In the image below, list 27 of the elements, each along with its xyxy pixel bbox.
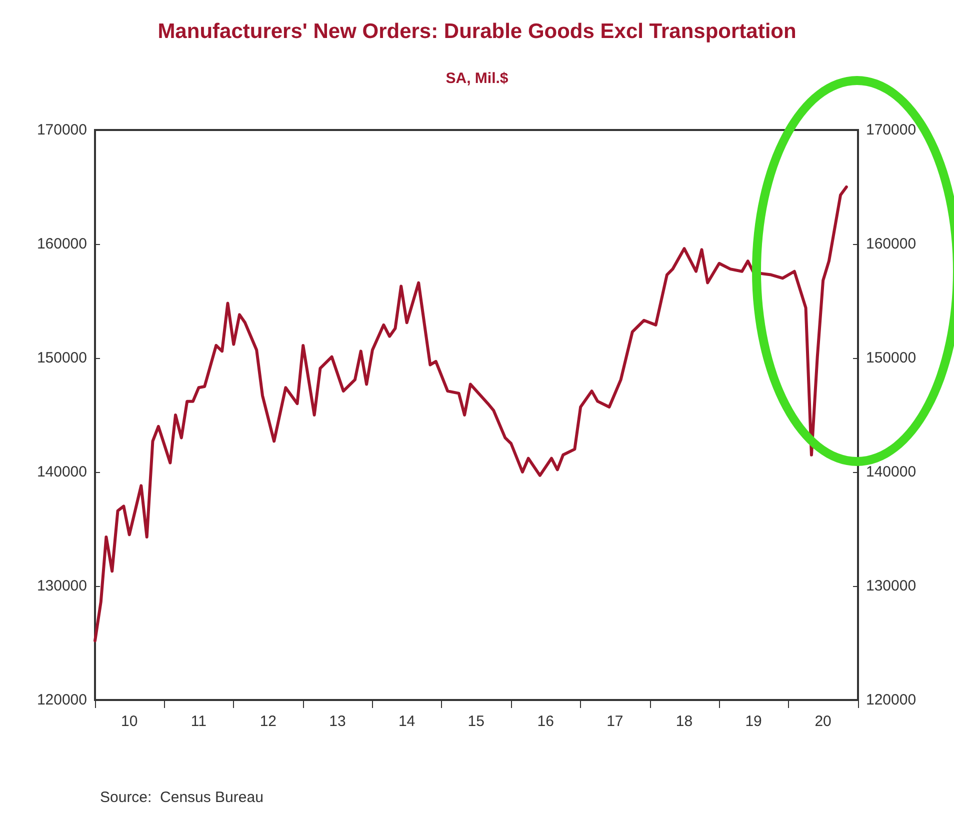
y2-tick-label: 170000 <box>866 122 916 138</box>
y-tick-label: 150000 <box>36 350 87 366</box>
x-tick-label: 14 <box>398 713 416 730</box>
x-tick-label: 18 <box>676 713 693 730</box>
x-tick-label: 13 <box>329 713 346 730</box>
y-tick-label: 140000 <box>36 464 87 480</box>
y-tick-label: 120000 <box>36 692 87 708</box>
y-tick-label: 170000 <box>36 122 87 138</box>
x-tick-label: 19 <box>745 713 762 730</box>
x-tick-label: 12 <box>260 713 277 730</box>
x-tick-label: 11 <box>190 713 206 730</box>
x-tick-label: 16 <box>537 713 554 730</box>
x-tick-label: 10 <box>121 713 138 730</box>
y-tick-label: 130000 <box>36 578 87 594</box>
chart-subtitle: SA, Mil.$ <box>446 70 509 87</box>
y-tick-label: 160000 <box>36 236 87 252</box>
x-tick-label: 17 <box>606 713 624 730</box>
x-tick-label: 15 <box>468 713 484 730</box>
chart-title: Manufacturers' New Orders: Durable Goods Excl Transportation <box>158 20 796 43</box>
y2-tick-label: 130000 <box>866 578 916 594</box>
line-series <box>94 186 848 642</box>
y2-tick-label: 140000 <box>866 464 916 480</box>
x-tick-label: 20 <box>814 713 832 730</box>
y2-tick-label: 120000 <box>866 692 916 708</box>
y2-tick-label: 150000 <box>866 350 916 366</box>
y2-tick-label: 160000 <box>866 236 916 252</box>
source-note: Source: Census Bureau <box>100 789 264 806</box>
